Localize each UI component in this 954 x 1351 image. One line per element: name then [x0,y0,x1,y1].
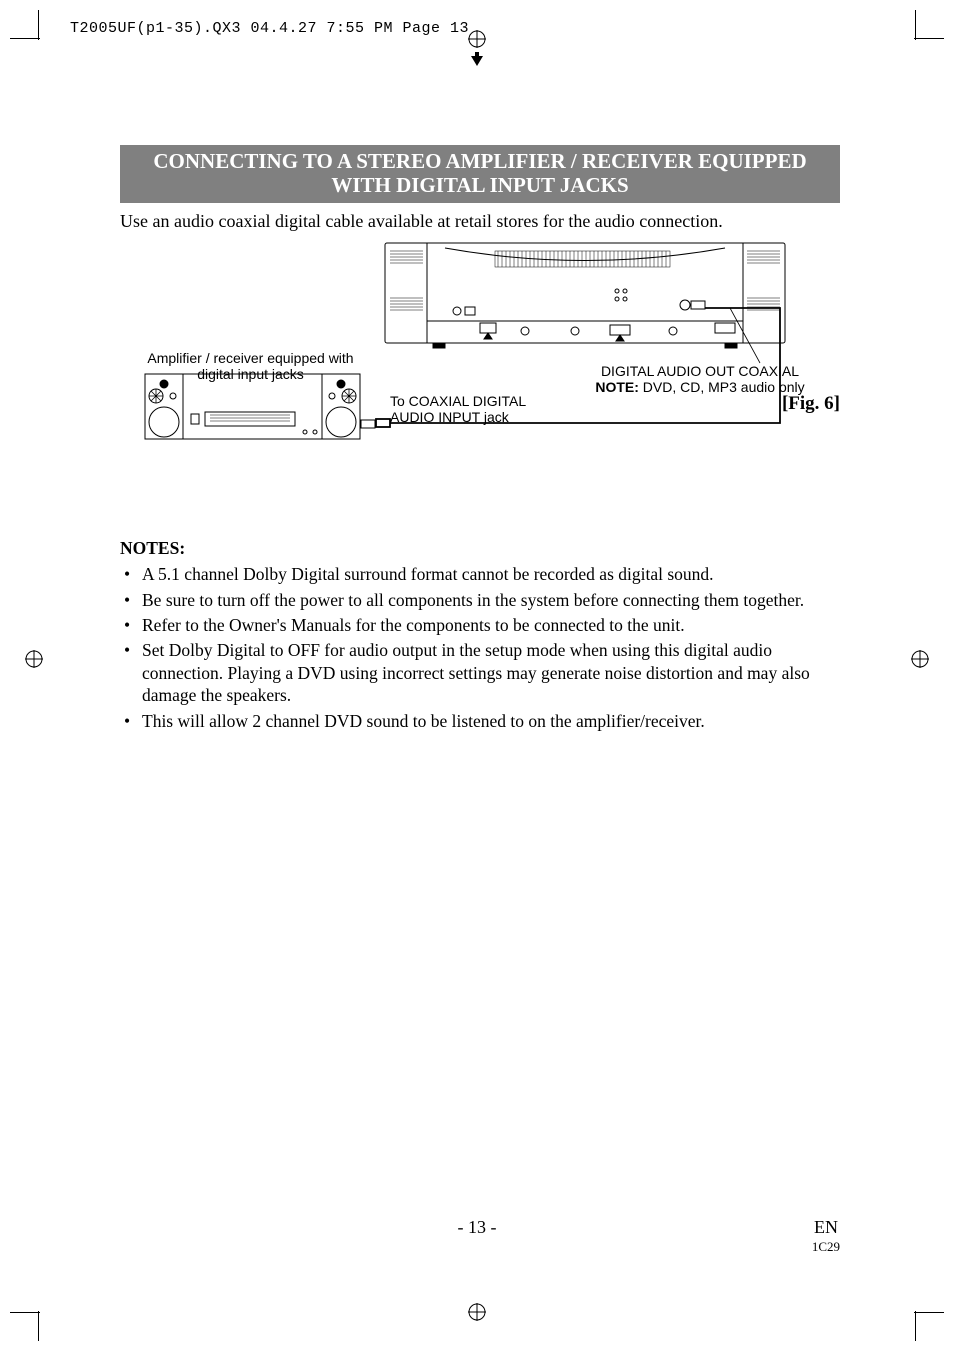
to-input-label-line1: To COAXIAL DIGITAL [390,393,526,409]
print-header: T2005UF(p1-35).QX3 04.4.27 7:55 PM Page … [70,20,469,37]
amp-label: Amplifier / receiver equipped with digit… [138,350,363,382]
registration-mark [468,30,486,48]
cropmark [10,1312,40,1313]
out-note-rest: DVD, CD, MP3 audio only [639,379,805,395]
registration-mark [911,650,929,668]
registration-mark [25,650,43,668]
arrow-down-icon [468,52,486,66]
page-number: - 13 - [458,1217,497,1238]
list-item: Refer to the Owner's Manuals for the com… [124,614,840,636]
cropmark [914,38,944,39]
cropmark [38,10,39,40]
section-title: CONNECTING TO A STEREO AMPLIFIER / RECEI… [120,145,840,203]
cropmark [915,1311,916,1341]
page: T2005UF(p1-35).QX3 04.4.27 7:55 PM Page … [0,0,954,1351]
notes-heading: NOTES: [120,538,840,559]
notes-list: A 5.1 channel Dolby Digital surround for… [120,563,840,732]
doc-code: 1C29 [812,1239,840,1255]
list-item: Be sure to turn off the power to all com… [124,589,840,611]
list-item: A 5.1 channel Dolby Digital surround for… [124,563,840,585]
out-label: DIGITAL AUDIO OUT COAXIAL [575,363,825,379]
to-input-label: To COAXIAL DIGITAL AUDIO INPUT jack [390,393,560,425]
list-item: Set Dolby Digital to OFF for audio outpu… [124,639,840,706]
content-area: CONNECTING TO A STEREO AMPLIFIER / RECEI… [120,145,840,735]
figure-label: [Fig. 6] [782,393,840,415]
cropmark [38,1311,39,1341]
out-label-block: DIGITAL AUDIO OUT COAXIAL NOTE: DVD, CD,… [575,363,825,395]
cropmark [915,10,916,40]
intro-text: Use an audio coaxial digital cable avail… [120,211,840,232]
connection-diagram: Amplifier / receiver equipped with digit… [120,238,840,478]
cropmark [10,38,40,39]
registration-mark [468,1303,486,1321]
language-code: EN [814,1217,838,1238]
list-item: This will allow 2 channel DVD sound to b… [124,710,840,732]
cropmark [914,1312,944,1313]
out-note-bold: NOTE: [595,379,639,395]
to-input-label-line2: AUDIO INPUT jack [390,409,509,425]
notes-block: NOTES: A 5.1 channel Dolby Digital surro… [120,538,840,732]
